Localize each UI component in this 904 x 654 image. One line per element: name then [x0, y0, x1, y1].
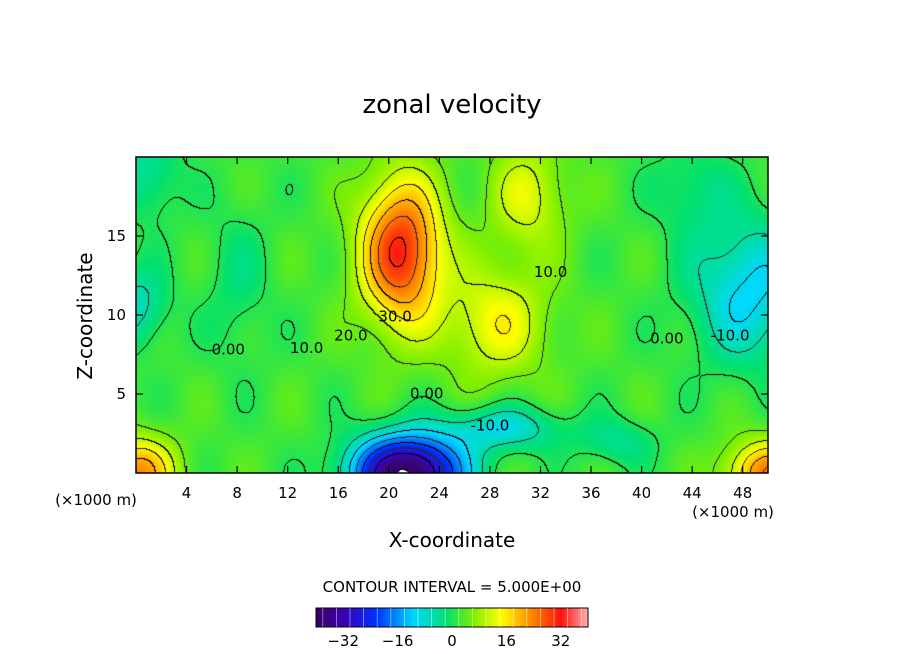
contour-label: 0.00 [650, 329, 683, 347]
colorbar-tick-label: −32 [327, 632, 359, 650]
x-unit-left: (×1000 m) [55, 491, 137, 509]
plot-area: 30.0 20.0 10.0 10.0 0.00 0.00 0.00 -10.0 -10.0 4… [107, 156, 769, 502]
colorbar: −32 −16 0 16 32 [315, 607, 589, 650]
x-tick-label: 28 [480, 484, 499, 502]
colorbar-tick-label: 0 [447, 632, 457, 650]
x-axis-label: X-coordinate [389, 528, 516, 552]
x-tick-label: 16 [329, 484, 348, 502]
contour-label: -10.0 [711, 326, 750, 344]
contour-labels: 30.0 20.0 10.0 10.0 0.00 0.00 0.00 -10.0 -10.0 [212, 263, 750, 434]
x-tick-label: 44 [683, 484, 702, 502]
y-tick-label: 5 [116, 385, 126, 403]
y-axis-label: Z-coordinate [73, 252, 97, 379]
colorbar-labels: −32 −16 0 16 32 [327, 632, 570, 650]
x-tick-label: 32 [531, 484, 550, 502]
contour-interval-note: CONTOUR INTERVAL = 5.000E+00 [323, 578, 582, 596]
x-axis-ticks: 4 8 12 16 20 24 28 32 36 40 44 48 [182, 157, 752, 502]
colorbar-gradient [315, 607, 589, 628]
contour-label: 10.0 [534, 263, 567, 281]
x-tick-label: 24 [430, 484, 449, 502]
colorbar-tick-label: −16 [382, 632, 414, 650]
x-tick-label: 36 [581, 484, 600, 502]
contour-label: 10.0 [290, 339, 323, 357]
chart-title: zonal velocity [362, 90, 541, 120]
x-tick-label: 20 [379, 484, 398, 502]
x-unit-right: (×1000 m) [692, 503, 774, 521]
contour-label: 20.0 [334, 326, 367, 344]
x-tick-label: 48 [733, 484, 752, 502]
x-tick-label: 40 [632, 484, 651, 502]
y-axis-ticks: 5 10 15 [107, 227, 768, 403]
x-tick-label: 12 [278, 484, 297, 502]
x-tick-label: 8 [232, 484, 242, 502]
contour-label: 0.00 [212, 341, 245, 359]
y-tick-label: 15 [107, 227, 126, 245]
heatmap-field [136, 157, 768, 473]
colorbar-tick-label: 16 [497, 632, 516, 650]
colorbar-ticks [322, 608, 582, 627]
y-tick-label: 10 [107, 306, 126, 324]
contour-label: -10.0 [471, 416, 510, 434]
contour-label: 30.0 [378, 307, 411, 325]
contour-label: 0.00 [410, 385, 443, 403]
x-tick-label: 4 [182, 484, 192, 502]
colorbar-tick-label: 32 [551, 632, 570, 650]
